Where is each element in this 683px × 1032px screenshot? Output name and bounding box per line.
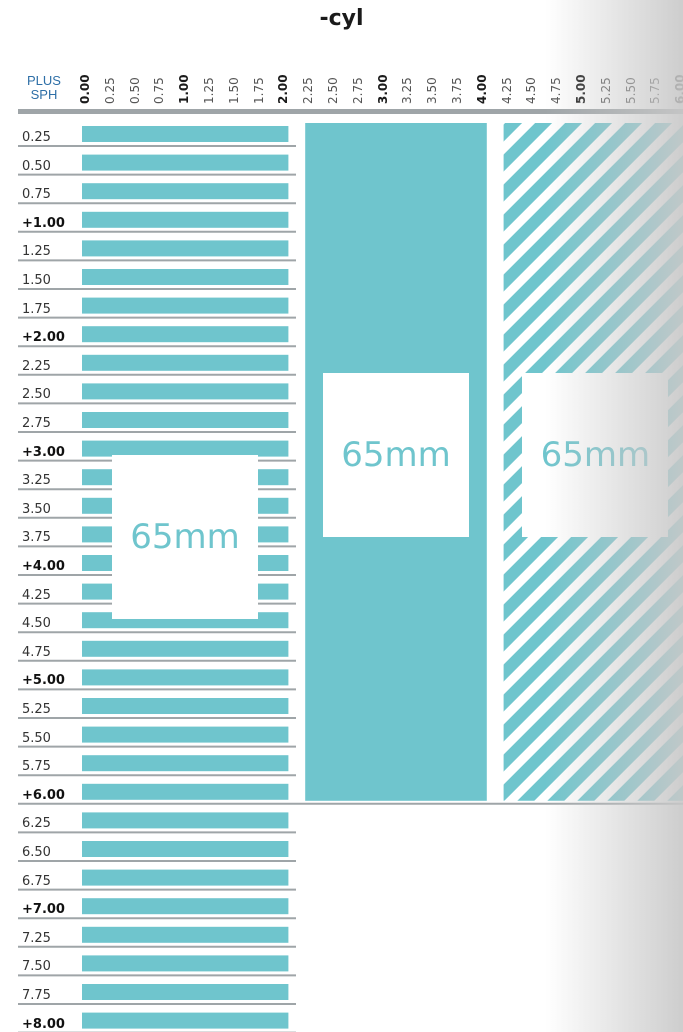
striped-row-bar: [82, 669, 289, 686]
striped-row-bar: [82, 841, 289, 857]
diameter-label-box: 65mm: [323, 373, 469, 537]
striped-row-bar: [82, 812, 289, 829]
striped-row-bar: [82, 984, 289, 1000]
striped-row-bar: [82, 154, 289, 171]
striped-row-bar: [82, 955, 289, 972]
striped-row-bar: [82, 383, 289, 400]
striped-row-bar: [82, 726, 289, 743]
striped-row-bar: [82, 211, 289, 228]
striped-row-bar: [82, 898, 289, 915]
striped-row-bar: [82, 354, 289, 371]
striped-row-bar: [82, 926, 289, 943]
striped-row-bar: [82, 326, 289, 343]
striped-row-bar: [82, 183, 289, 200]
striped-row-bar: [82, 126, 289, 142]
striped-row-bar: [82, 783, 289, 800]
striped-row-bar: [82, 269, 289, 285]
striped-row-bar: [82, 698, 289, 714]
striped-row-bar: [82, 755, 289, 772]
striped-row-bar: [82, 869, 289, 886]
striped-row-bar: [82, 1012, 289, 1029]
striped-row-bar: [82, 640, 289, 657]
striped-row-bar: [82, 412, 289, 428]
diameter-label-box: 65mm: [522, 373, 669, 537]
striped-row-bar: [82, 297, 289, 314]
striped-row-bar: [82, 240, 289, 257]
diameter-label-box: 65mm: [112, 455, 258, 619]
